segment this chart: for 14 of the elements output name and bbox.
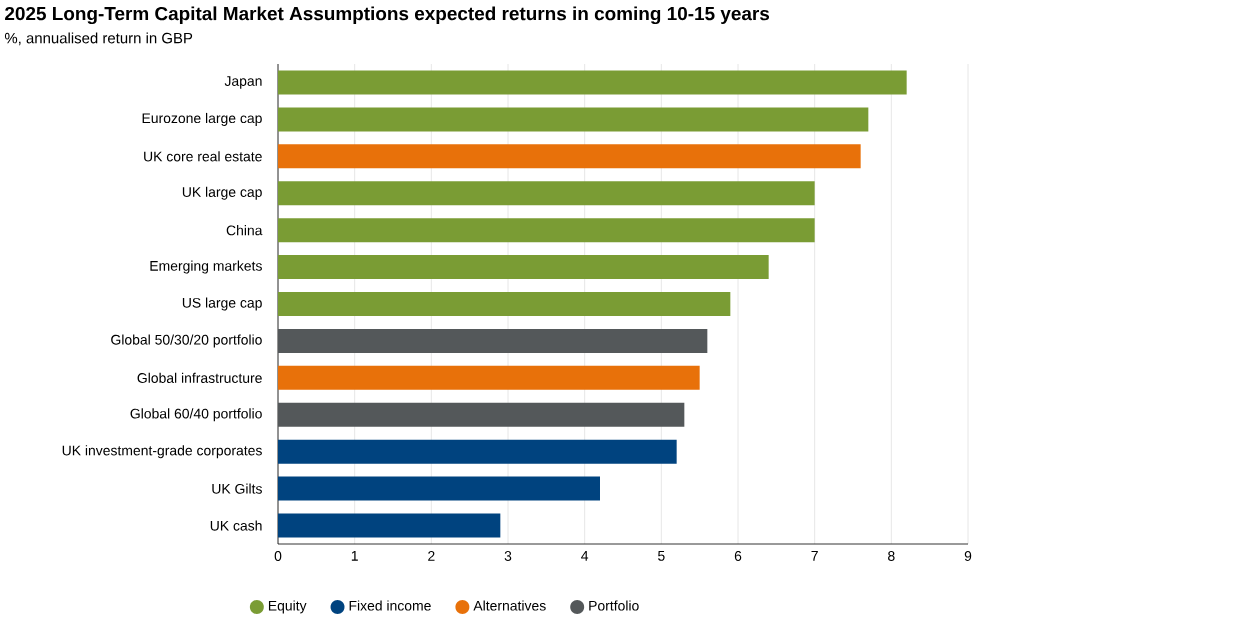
bar xyxy=(278,181,815,206)
chart-title: 2025 Long-Term Capital Market Assumptions expected returns in coming 10-15 years xyxy=(5,6,770,25)
bar xyxy=(278,255,769,280)
bar xyxy=(278,144,861,169)
bar xyxy=(278,328,708,353)
bar xyxy=(278,476,600,501)
bar xyxy=(278,365,700,390)
bar xyxy=(278,402,685,427)
bar xyxy=(278,292,731,316)
bar xyxy=(278,218,815,243)
bar xyxy=(278,513,501,538)
bar xyxy=(278,70,907,95)
bar xyxy=(278,107,869,132)
bar xyxy=(278,439,677,464)
